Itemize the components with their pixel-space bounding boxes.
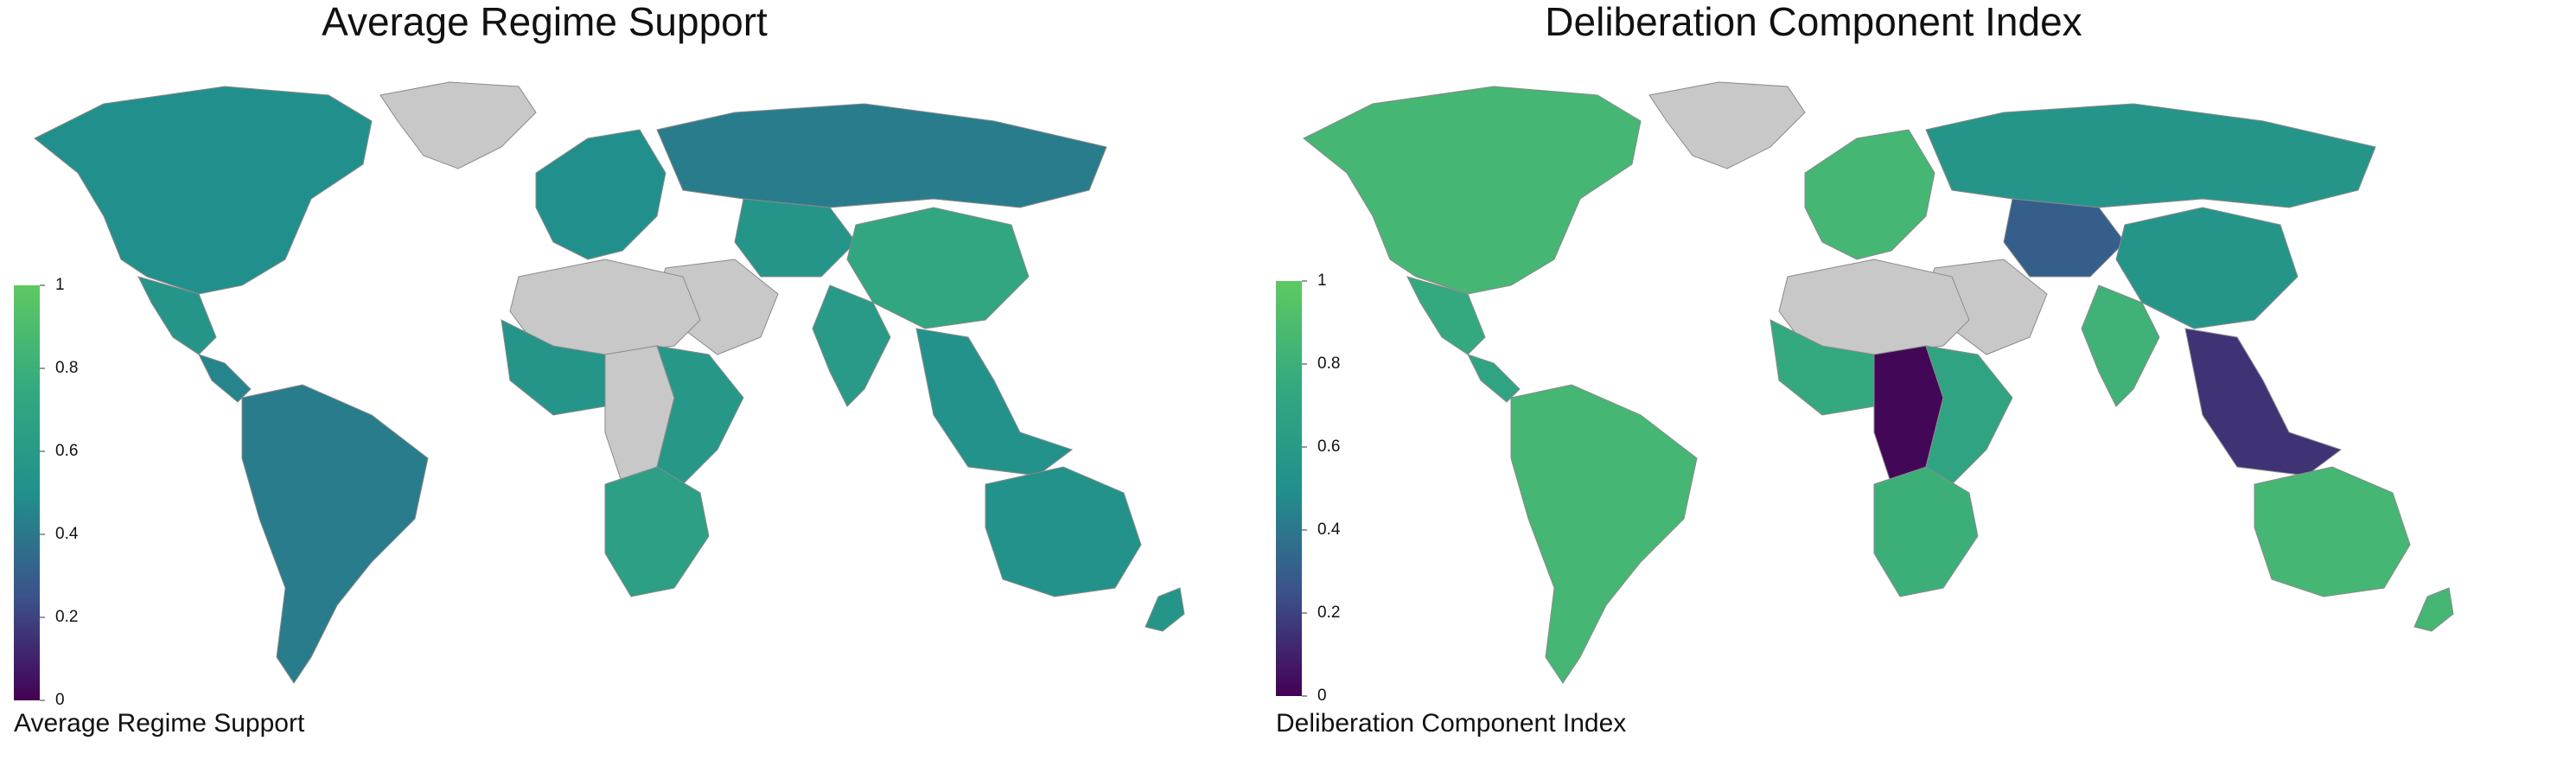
map-panel-deliberation-index: Deliberation Component Index xyxy=(1269,0,2548,773)
map-panel-regime-support: Average Regime Support xyxy=(0,0,1279,773)
region-new-zealand xyxy=(2413,587,2454,632)
region-south-america xyxy=(1510,384,1698,684)
legend-tick-1: 1 xyxy=(1317,272,1327,290)
legend-tick-0.2: 0.2 xyxy=(55,608,79,626)
region-greenland xyxy=(379,81,537,169)
legend-tick-0.4: 0.4 xyxy=(1317,521,1341,539)
region-south-america xyxy=(241,384,429,684)
region-north-america xyxy=(34,86,373,295)
region-southern-africa xyxy=(604,466,710,597)
region-east-africa xyxy=(1925,345,2013,485)
world-map xyxy=(14,81,1185,701)
region-southeast-asia xyxy=(2184,328,2343,476)
region-central-asia xyxy=(2003,198,2126,278)
region-central-america xyxy=(198,354,252,403)
region-russia xyxy=(656,103,1107,208)
region-india xyxy=(2081,284,2160,407)
legend-colorbar xyxy=(1276,281,1302,696)
region-southeast-asia xyxy=(915,328,1074,476)
legend-tick-0.6: 0.6 xyxy=(55,442,79,460)
region-russia xyxy=(1925,103,2376,208)
region-new-zealand xyxy=(1145,587,1185,632)
legend-tick-0.8: 0.8 xyxy=(55,359,79,377)
region-north-africa xyxy=(1778,259,1970,355)
region-east-africa xyxy=(656,345,744,485)
region-north-america xyxy=(1303,86,1642,295)
region-europe xyxy=(1804,129,1935,260)
region-australia xyxy=(985,466,1142,597)
region-north-africa xyxy=(509,259,701,355)
legend-tick-0.8: 0.8 xyxy=(1317,355,1341,373)
legend-tick-0.6: 0.6 xyxy=(1317,438,1341,456)
legend-colorbar xyxy=(14,285,40,700)
legend-tick-0: 0 xyxy=(1317,687,1327,705)
region-central-america xyxy=(1467,354,1521,403)
region-europe xyxy=(535,129,666,260)
legend-label: Deliberation Component Index xyxy=(1276,709,1627,738)
region-australia xyxy=(2254,466,2411,597)
map-title: Deliberation Component Index xyxy=(1545,0,2082,44)
legend-label: Average Regime Support xyxy=(14,709,305,738)
region-southern-africa xyxy=(1873,466,1979,597)
map-title: Average Regime Support xyxy=(322,0,768,44)
world-map xyxy=(1276,81,2454,697)
region-central-asia xyxy=(734,198,857,278)
region-india xyxy=(812,284,891,407)
legend-tick-1: 1 xyxy=(55,276,65,294)
legend-tick-0.4: 0.4 xyxy=(55,525,79,543)
region-greenland xyxy=(1648,81,1806,169)
region-china xyxy=(2115,207,2299,329)
legend-tick-0.2: 0.2 xyxy=(1317,604,1341,622)
legend-tick-0: 0 xyxy=(55,691,65,709)
region-china xyxy=(846,207,1030,329)
